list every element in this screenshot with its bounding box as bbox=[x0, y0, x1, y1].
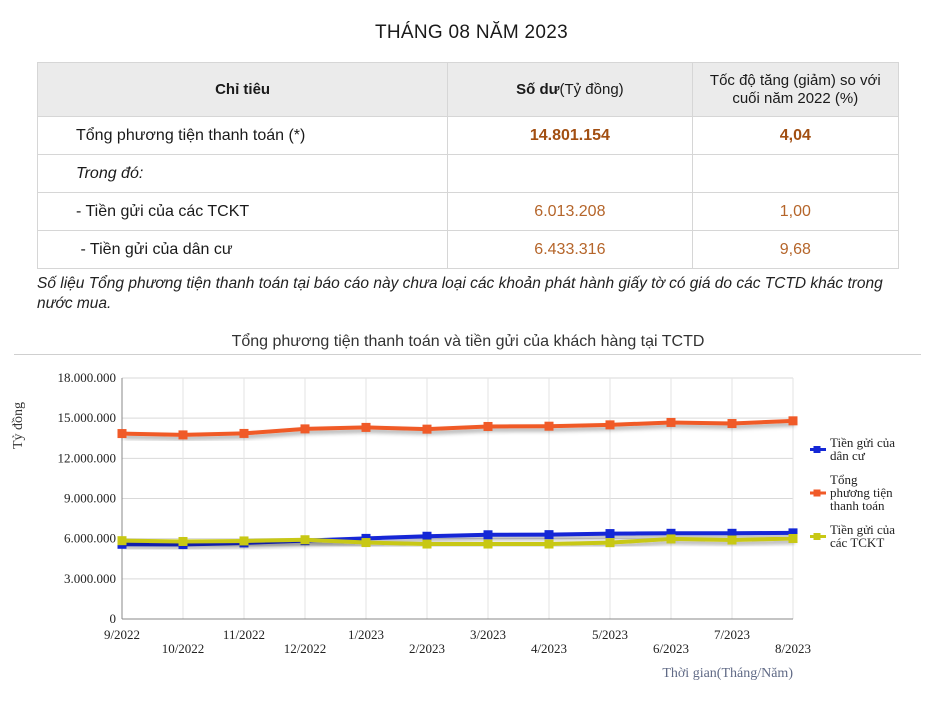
row-value: 6.013.208 bbox=[447, 192, 693, 231]
y-tick-label: 6.000.000 bbox=[64, 531, 116, 546]
row-growth bbox=[691, 154, 900, 193]
header-growth-line1: Tốc độ tăng (giảm) so với bbox=[709, 71, 881, 89]
row-label: - Tiền gửi của các TCKT bbox=[36, 192, 449, 231]
y-tick-label: 12.000.000 bbox=[58, 450, 117, 465]
x-tick-label: 11/2022 bbox=[223, 627, 265, 642]
data-point bbox=[788, 528, 798, 538]
data-point bbox=[239, 428, 249, 438]
data-point bbox=[788, 533, 798, 543]
table-row: Tổng phương tiện thanh toán (*) 14.801.1… bbox=[36, 116, 900, 155]
x-tick-label: 5/2023 bbox=[592, 627, 628, 642]
chart-title: Tổng phương tiện thanh toán và tiền gửi … bbox=[231, 333, 705, 350]
y-axis-title: Tỷ đồng bbox=[11, 402, 26, 449]
x-tick-label: 3/2023 bbox=[470, 627, 506, 642]
data-point bbox=[727, 535, 737, 545]
y-tick-label: 0 bbox=[110, 611, 117, 626]
x-tick-label: 8/2023 bbox=[775, 641, 811, 656]
legend-swatch-marker bbox=[813, 533, 821, 540]
row-value: 6.433.316 bbox=[447, 230, 693, 269]
data-point bbox=[361, 538, 371, 548]
legend-label: các TCKT bbox=[830, 535, 884, 550]
header-balance-label: Số dư bbox=[516, 81, 560, 98]
page-title: THÁNG 08 NĂM 2023 bbox=[374, 22, 569, 43]
data-point bbox=[605, 529, 615, 539]
data-point bbox=[178, 430, 188, 440]
x-axis-title: Thời gian(Tháng/Năm) bbox=[662, 666, 793, 681]
data-point bbox=[361, 422, 371, 432]
row-value bbox=[447, 154, 693, 193]
footnote: Số liệu Tổng phương tiện thanh toán tại … bbox=[37, 275, 883, 312]
x-tick-label: 1/2023 bbox=[348, 627, 384, 642]
row-label: - Tiền gửi của dân cư bbox=[36, 230, 449, 269]
legend-label: Tổng bbox=[830, 472, 858, 487]
header-indicator: Chỉ tiêu bbox=[36, 62, 449, 117]
data-point bbox=[422, 531, 432, 541]
x-tick-label: 10/2022 bbox=[162, 641, 205, 656]
data-point bbox=[300, 424, 310, 434]
data-point bbox=[788, 416, 798, 426]
y-tick-label: 3.000.000 bbox=[64, 571, 116, 586]
data-point bbox=[666, 534, 676, 544]
table-row: - Tiền gửi của dân cư 6.433.316 9,68 bbox=[36, 230, 900, 269]
data-point bbox=[422, 539, 432, 549]
table-header-row: Chỉ tiêu Số dư(Tỷ đồng) Tốc độ tăng (giả… bbox=[36, 62, 900, 117]
y-tick-label: 15.000.000 bbox=[58, 410, 117, 425]
line-chart: 0 3.000.000 6.000.000 9.000.000 12.000.000 15… bbox=[11, 370, 895, 681]
y-tick-label: 18.000.000 bbox=[58, 370, 117, 385]
row-growth: 9,68 bbox=[691, 230, 900, 269]
table-row: Trong đó: bbox=[36, 154, 900, 193]
row-label: Tổng phương tiện thanh toán (*) bbox=[36, 116, 449, 155]
axes: 0 3.000.000 6.000.000 9.000.000 12.000.000 15… bbox=[11, 370, 811, 681]
legend-swatch-marker bbox=[813, 489, 821, 497]
row-value: 14.801.154 bbox=[447, 116, 693, 155]
row-label: Trong đó: bbox=[36, 154, 449, 193]
x-tick-label: 12/2022 bbox=[284, 641, 327, 656]
header-balance-unit: (Tỷ đồng) bbox=[559, 81, 624, 98]
grid bbox=[121, 377, 794, 620]
header-growth-line2: cuối năm 2022 (%) bbox=[732, 89, 859, 107]
legend-label: thanh toán bbox=[830, 498, 885, 513]
data-point bbox=[544, 539, 554, 549]
data-point bbox=[178, 536, 188, 546]
series-line bbox=[121, 418, 794, 437]
legend-label: phương tiện bbox=[830, 485, 893, 500]
y-tick-label: 9.000.000 bbox=[64, 491, 116, 506]
data-point bbox=[422, 424, 432, 434]
data-point bbox=[605, 420, 615, 430]
legend-swatch-marker bbox=[813, 446, 821, 453]
series bbox=[117, 416, 798, 550]
legend-label: dân cư bbox=[830, 448, 866, 463]
x-tick-label: 2/2023 bbox=[409, 641, 445, 656]
data-point bbox=[483, 421, 493, 431]
row-growth: 1,00 bbox=[691, 192, 900, 231]
data-point bbox=[666, 417, 676, 427]
data-point bbox=[483, 530, 493, 540]
chart-title-divider bbox=[14, 354, 921, 355]
x-tick-label: 7/2023 bbox=[714, 627, 750, 642]
header-growth: Tốc độ tăng (giảm) so với cuối năm 2022 (… bbox=[691, 62, 900, 117]
data-point bbox=[727, 528, 737, 538]
data-point bbox=[727, 419, 737, 429]
data-point bbox=[605, 538, 615, 548]
legend-label: Tiền gửi của bbox=[830, 435, 895, 450]
data-point bbox=[544, 421, 554, 431]
x-tick-label: 6/2023 bbox=[653, 641, 689, 656]
x-tick-label: 4/2023 bbox=[531, 641, 567, 656]
data-point bbox=[666, 528, 676, 538]
data-point bbox=[300, 535, 310, 545]
x-tick-label: 9/2022 bbox=[104, 627, 140, 642]
series-line bbox=[121, 536, 794, 547]
data-point bbox=[117, 429, 127, 439]
row-growth: 4,04 bbox=[691, 116, 900, 155]
table-row: - Tiền gửi của các TCKT 6.013.208 1,00 bbox=[36, 192, 900, 231]
header-balance: Số dư(Tỷ đồng) bbox=[447, 62, 693, 117]
legend-label: Tiền gửi của bbox=[830, 522, 895, 537]
series-line bbox=[121, 530, 794, 547]
data-point bbox=[239, 536, 249, 546]
data-point bbox=[483, 539, 493, 549]
data-point bbox=[544, 530, 554, 540]
summary-table: Chỉ tiêu Số dư(Tỷ đồng) Tốc độ tăng (giả… bbox=[36, 62, 900, 269]
data-point bbox=[117, 536, 127, 546]
